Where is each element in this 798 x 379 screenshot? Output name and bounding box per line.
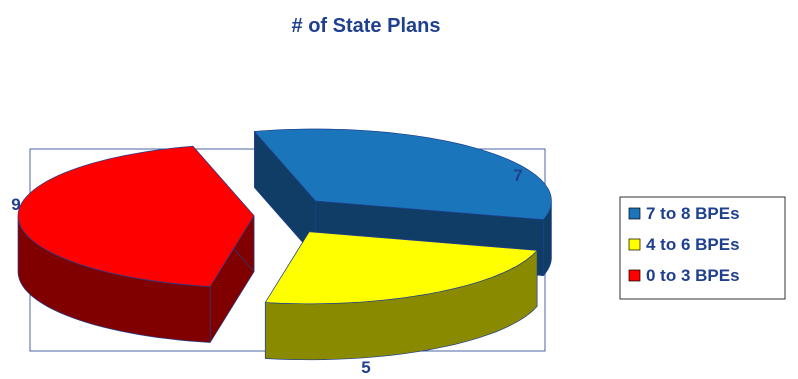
legend-frame <box>619 196 786 300</box>
legend-swatch-4-to-6-bpes <box>628 238 641 251</box>
data-label-4-to-6-bpes: 5 <box>361 358 370 377</box>
data-labels: 5 9 7 <box>11 166 522 377</box>
slice-4-to-6-bpes <box>264 231 538 305</box>
data-label-0-to-3-bpes: 9 <box>11 195 20 214</box>
legend: 7 to 8 BPEs 4 to 6 BPEs 0 to 3 BPEs <box>619 196 786 300</box>
legend-swatch-7-to-8-bpes <box>628 207 641 220</box>
legend-label-0-to-3-bpes: 0 to 3 BPEs <box>646 266 740 285</box>
pie-slices <box>17 128 552 361</box>
legend-swatch-0-to-3-bpes <box>628 269 641 282</box>
legend-label-7-to-8-bpes: 7 to 8 BPEs <box>646 204 740 223</box>
data-label-7-to-8-bpes: 7 <box>513 166 522 185</box>
slice-0-to-3-bpes <box>17 145 255 287</box>
legend-label-4-to-6-bpes: 4 to 6 BPEs <box>646 235 740 254</box>
slice-7-to-8-bpes <box>254 128 552 220</box>
chart-title: # of State Plans <box>292 15 441 37</box>
